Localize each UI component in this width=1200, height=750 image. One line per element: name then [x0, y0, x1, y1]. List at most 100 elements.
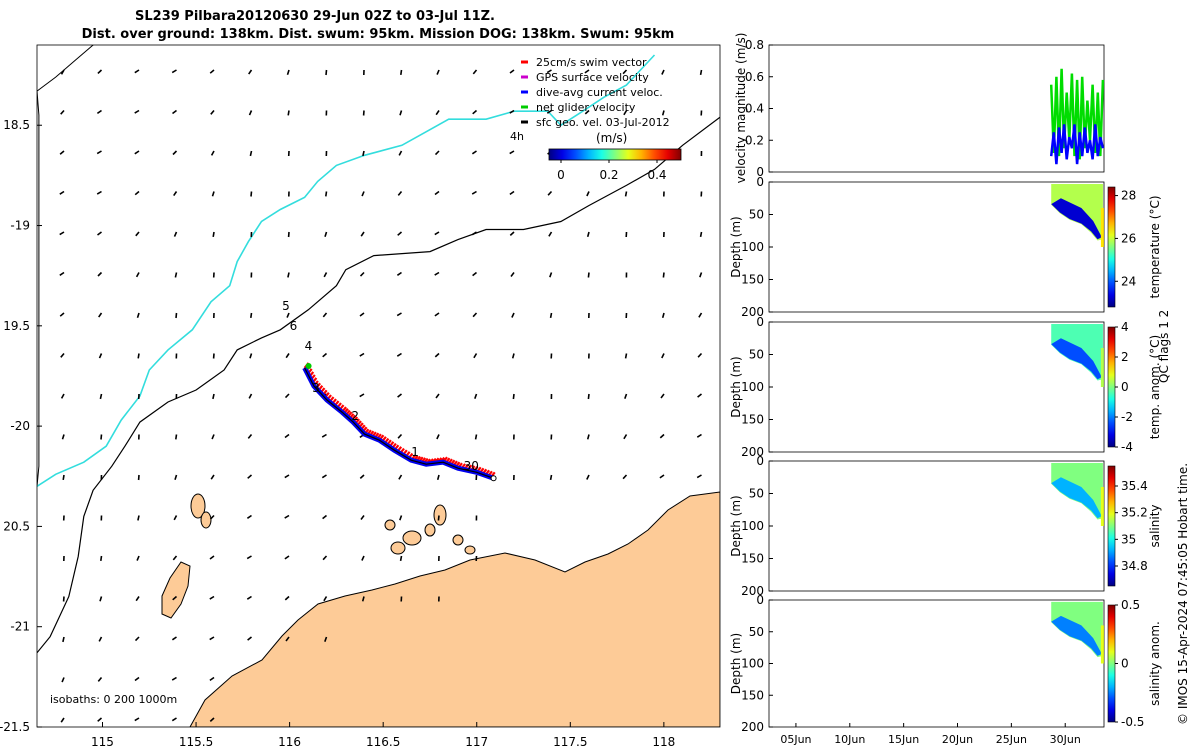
- profile-panel-frame: [768, 321, 1105, 453]
- velocity-arrow: [696, 433, 702, 438]
- velocity-arrow: [321, 474, 327, 479]
- velocity-arrow: [135, 272, 140, 278]
- surface-velocity-field: [59, 69, 703, 723]
- island: [384, 519, 396, 531]
- velocity-arrow: [284, 555, 290, 560]
- profile-colorbar-tick-label: 24: [1121, 274, 1136, 288]
- profile-colorbar: [1107, 604, 1116, 723]
- velocity-arrow: [359, 352, 365, 357]
- velocity-arrow: [61, 434, 65, 440]
- velocity-arrow: [397, 190, 403, 196]
- map-panel: SL239 Pilbara20120630 29-Jun 02Z to 03-J…: [0, 9, 721, 749]
- profile-colorbar-tick-label: 0: [1121, 657, 1129, 671]
- profile-colorbar-tick-label: -2: [1121, 410, 1133, 424]
- velocity-arrow: [549, 474, 553, 481]
- day-label: 6: [290, 319, 298, 333]
- colorbar-gradient: [548, 148, 682, 161]
- velocity-ytick-label: 0.6: [745, 70, 764, 84]
- velocity-arrow: [171, 717, 177, 722]
- velocity-arrow: [250, 312, 253, 319]
- velocity-arrow: [171, 676, 177, 681]
- glider-track: [302, 362, 497, 482]
- day-label: 5: [282, 299, 290, 313]
- map-subtitle: Dist. over ground: 138km. Dist. swum: 95…: [82, 27, 675, 42]
- velocity-arrow: [134, 150, 140, 155]
- velocity-arrow: [660, 393, 665, 399]
- velocity-series-line: [1049, 124, 1105, 165]
- velocity-arrow: [209, 595, 215, 600]
- velocity-arrow: [661, 110, 665, 116]
- velocity-arrow: [662, 272, 665, 278]
- profile-colorbar-tick-label: -4: [1121, 440, 1133, 454]
- profile-panel-frame: [768, 181, 1105, 313]
- velocity-arrow: [286, 312, 290, 318]
- depth-ytick-label: 200: [741, 305, 764, 319]
- velocity-arrow: [324, 636, 328, 642]
- velocity-arrow: [60, 69, 65, 75]
- velocity-arrow: [248, 393, 253, 399]
- velocity-arrow: [62, 474, 65, 481]
- map-ytick-label: -21: [10, 620, 30, 634]
- colorbar-tick-label: 0: [557, 168, 565, 182]
- time-xtick-label: 15Jun: [888, 733, 919, 746]
- profile-deep-layer: [1051, 615, 1102, 656]
- day-label: 3: [312, 381, 320, 395]
- velocity-arrow: [474, 434, 478, 440]
- velocity-arrow: [98, 636, 103, 642]
- velocity-arrow: [696, 474, 702, 479]
- velocity-arrow: [171, 69, 177, 74]
- velocity-arrow: [398, 474, 403, 480]
- velocity-arrow: [246, 514, 252, 519]
- velocity-arrow: [60, 393, 65, 399]
- velocity-arrow: [323, 596, 328, 602]
- glider-start-marker: [305, 362, 312, 369]
- profile-panel-frame: [768, 599, 1105, 728]
- profile-colorbar-tick-label: 0: [1121, 380, 1129, 394]
- day-label: 30: [464, 459, 479, 473]
- time-xtick-label: 25Jun: [996, 733, 1027, 746]
- velocity-arrow: [284, 393, 290, 399]
- velocity-arrow: [361, 596, 365, 602]
- profile-colorbar-tick-label: 4: [1121, 320, 1129, 334]
- velocity-arrow: [248, 69, 253, 75]
- velocity-arrow: [509, 190, 515, 196]
- island: [424, 523, 436, 537]
- velocity-arrow: [96, 190, 102, 195]
- profile-colorbar: [1107, 186, 1116, 308]
- velocity-arrow: [434, 150, 440, 156]
- velocity-arrow: [60, 352, 65, 358]
- map-ytick-label: 20.5: [3, 519, 30, 533]
- profile-deep-layer: [1051, 198, 1102, 240]
- velocity-arrow: [471, 231, 477, 236]
- island-large: [161, 561, 191, 619]
- velocity-arrow: [249, 353, 253, 359]
- map-xtick-label: 117: [465, 735, 488, 749]
- velocity-arrow: [399, 110, 403, 116]
- velocity-arrow: [249, 150, 253, 157]
- velocity-arrow: [622, 69, 628, 75]
- velocity-arrow: [287, 110, 290, 116]
- velocity-ytick-label: 0.8: [745, 38, 764, 52]
- velocity-arrow: [100, 434, 103, 440]
- velocity-arrow: [59, 231, 65, 236]
- velocity-arrow: [173, 191, 178, 197]
- velocity-arrow: [399, 555, 403, 562]
- profile-deep-layer: [1051, 338, 1102, 380]
- depth-ytick-label: 100: [741, 657, 764, 671]
- velocity-arrow: [172, 109, 177, 115]
- time-xtick-label: 20Jun: [942, 733, 973, 746]
- velocity-arrow: [247, 636, 252, 641]
- colorbar-tick-label: 0.4: [647, 168, 666, 182]
- velocity-arrow: [436, 434, 440, 440]
- velocity-arrow: [211, 191, 215, 197]
- velocity-arrow: [212, 231, 215, 238]
- velocity-arrow: [359, 312, 365, 317]
- velocity-arrow: [435, 110, 440, 116]
- profile-colorbar-tick-label: 0.5: [1121, 598, 1140, 612]
- depth-ylabel: Depth (m): [729, 495, 743, 556]
- velocity-arrow: [284, 595, 290, 601]
- velocity-arrow: [60, 717, 65, 723]
- profile-colorbar-label: temperature (°C): [1148, 196, 1162, 299]
- velocity-arrow: [396, 271, 402, 276]
